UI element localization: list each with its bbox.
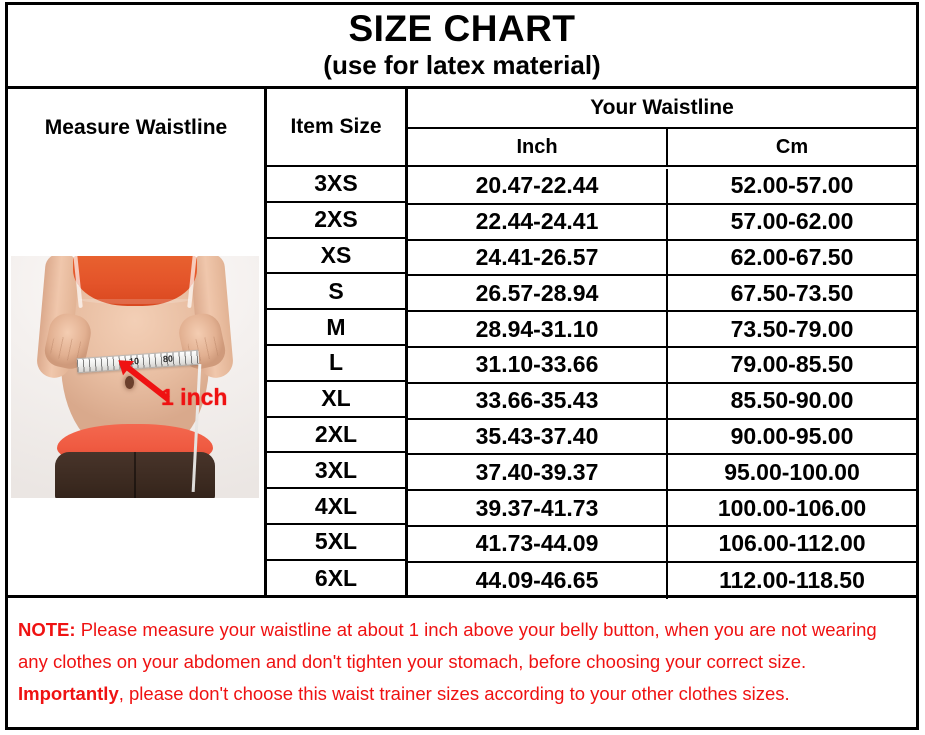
- cell-inch: 26.57-28.94: [408, 276, 668, 311]
- table-row: L: [267, 346, 405, 382]
- measurement-photo: 10 80 1 inch: [11, 256, 259, 498]
- header-item-size: Item Size: [267, 89, 405, 167]
- table-row: XS: [267, 239, 405, 275]
- cell-cm: 79.00-85.50: [730, 351, 854, 378]
- tape-mark-right: 80: [162, 353, 174, 365]
- table-row: 2XS: [267, 203, 405, 239]
- column-your-waistline: Your Waistline Inch Cm 20.47-22.44 52.00-…: [408, 89, 916, 599]
- item-size-rows: 3XS 2XS XS S M L XL 2XL 3XL 4XL 5XL 6XL: [267, 167, 405, 597]
- table-row: 3XL: [267, 453, 405, 490]
- table-row: 4XL: [267, 489, 405, 525]
- table-row: 3XS: [267, 167, 405, 203]
- table-row: 39.37-41.73 100.00-106.00: [408, 491, 916, 527]
- table-row: 28.94-31.10 73.50-79.00: [408, 312, 916, 348]
- cell-inch: 44.09-46.65: [408, 562, 668, 599]
- table-row: 2XL: [267, 418, 405, 454]
- cell-cm: 67.50-73.50: [730, 279, 854, 306]
- cell-inch: 35.43-37.40: [408, 419, 668, 454]
- navel: [125, 376, 134, 389]
- page-subtitle: (use for latex material): [323, 49, 601, 80]
- table-row: 44.09-46.65 112.00-118.50: [408, 562, 916, 599]
- table-row: 31.10-33.66 79.00-85.50: [408, 347, 916, 384]
- note-label: NOTE:: [18, 619, 76, 640]
- page-title: SIZE CHART: [348, 8, 576, 50]
- note-part-one: Please measure your waistline at about 1…: [18, 619, 877, 672]
- crop-top: [73, 256, 197, 306]
- cell-cm: 106.00-112.00: [718, 530, 866, 557]
- column-measure-waistline: Measure Waistline: [8, 89, 267, 598]
- cell-inch: 20.47-22.44: [408, 169, 668, 203]
- table-row: M: [267, 310, 405, 346]
- cell-inch: 31.10-33.66: [408, 347, 668, 382]
- cell-cm: 52.00-57.00: [730, 172, 854, 199]
- table-row: 5XL: [267, 525, 405, 561]
- photo-background: 10 80 1 inch: [11, 256, 259, 498]
- cell-cm: 112.00-118.50: [719, 567, 865, 594]
- cell-cm: 90.00-95.00: [730, 422, 854, 449]
- cell-inch: 41.73-44.09: [408, 526, 668, 561]
- cell-cm: 73.50-79.00: [730, 315, 854, 342]
- table-row: XL: [267, 382, 405, 418]
- header-inch: Inch: [408, 129, 668, 165]
- table-row: 20.47-22.44 52.00-57.00: [408, 169, 916, 205]
- chart-frame: SIZE CHART (use for latex material) Meas…: [5, 2, 919, 730]
- cell-inch: 33.66-35.43: [408, 383, 668, 418]
- header-cm: Cm: [775, 135, 809, 158]
- table-row: 41.73-44.09 106.00-112.00: [408, 526, 916, 563]
- cell-cm: 57.00-62.00: [730, 208, 854, 235]
- cell-inch: 39.37-41.73: [408, 491, 668, 525]
- waistline-subheaders: Inch Cm: [408, 129, 916, 167]
- table-row: S: [267, 274, 405, 311]
- cell-inch: 28.94-31.10: [408, 312, 668, 346]
- one-inch-annotation: 1 inch: [161, 384, 228, 410]
- waistline-rows: 20.47-22.44 52.00-57.00 22.44-24.41 57.00-6…: [408, 169, 916, 599]
- cell-cm: 85.50-90.00: [730, 387, 854, 414]
- cell-inch: 37.40-39.37: [408, 455, 668, 490]
- header-measure-waistline: Measure Waistline: [44, 116, 228, 139]
- note-part-two: , please don't choose this waist trainer…: [118, 683, 790, 704]
- torso-illustration: 10 80 1 inch: [35, 256, 235, 498]
- note-text: NOTE: Please measure your waistline at a…: [18, 614, 904, 710]
- table-row: 37.40-39.37 95.00-100.00: [408, 455, 916, 492]
- cell-inch: 24.41-26.57: [408, 240, 668, 275]
- table-row: 6XL: [314, 565, 358, 592]
- title-block: SIZE CHART (use for latex material): [8, 5, 916, 89]
- table-row: 35.43-37.40 90.00-95.00: [408, 419, 916, 456]
- size-table: Measure Waistline: [8, 89, 916, 599]
- table-row: 26.57-28.94 67.50-73.50: [408, 276, 916, 313]
- cell-cm: 62.00-67.50: [730, 243, 854, 270]
- table-row: 24.41-26.57 62.00-67.50: [408, 240, 916, 277]
- table-row: 33.66-35.43 85.50-90.00: [408, 383, 916, 420]
- cell-cm: 95.00-100.00: [724, 458, 860, 485]
- header-your-waistline: Your Waistline: [408, 89, 916, 129]
- table-row: 22.44-24.41 57.00-62.00: [408, 204, 916, 241]
- cell-inch: 22.44-24.41: [408, 204, 668, 239]
- cell-cm: 100.00-106.00: [717, 494, 867, 521]
- pants: [55, 452, 215, 498]
- column-item-size: Item Size 3XS 2XS XS S M L XL 2XL 3XL 4XL 5XL 6XL: [267, 89, 408, 598]
- note-keyword: Importantly: [18, 683, 119, 704]
- note-block: NOTE: Please measure your waistline at a…: [8, 598, 916, 727]
